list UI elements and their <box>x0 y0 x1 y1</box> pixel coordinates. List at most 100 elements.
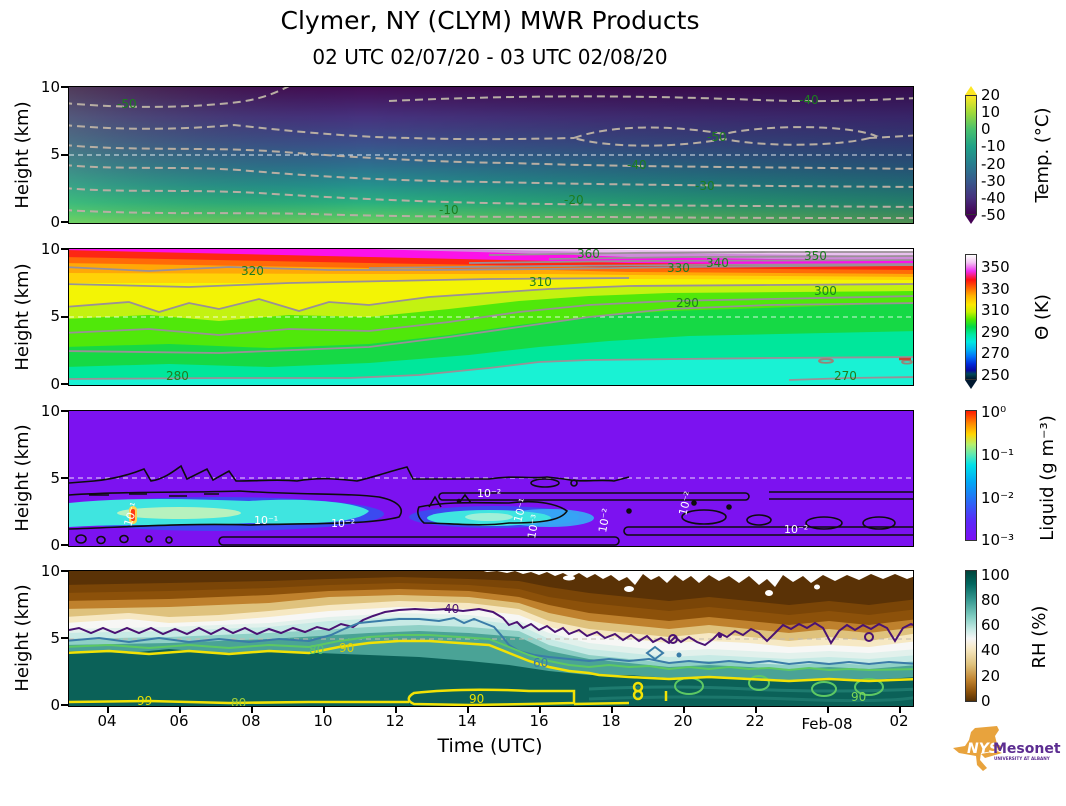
contour-label: 290 <box>676 296 699 310</box>
liquid-contour-labels: 10⁻¹ 10⁻¹ 10⁻² 10⁻² 10⁻¹ 10⁻³ 10⁻² 10⁻² … <box>121 487 808 540</box>
y-tick-mark <box>61 410 68 412</box>
colorbar-extend-up <box>965 245 977 254</box>
contour-label: 40 <box>444 602 459 616</box>
contour-label: 270 <box>834 369 857 383</box>
cbar-tick: 10⁻² <box>981 489 1015 507</box>
x-tick: 14 <box>457 712 477 730</box>
rh-contour-lines <box>69 607 913 706</box>
x-tick-mark <box>755 707 757 713</box>
y-tick: 0 <box>50 213 60 231</box>
y-tick-mark <box>61 704 68 706</box>
cbar-tick: 100 <box>981 566 1010 584</box>
cbar-tick: 20 <box>981 667 1001 685</box>
y-tick-mark <box>61 570 68 572</box>
subtitle-date-range: 02 UTC 02/07/20 - 03 UTC 02/08/20 <box>312 45 668 69</box>
cbar-tick: 0 <box>981 692 991 710</box>
contour-label: 10⁻² <box>596 507 613 533</box>
contour-label: 10⁻¹ <box>254 514 278 527</box>
temp-contour-lines <box>69 87 913 219</box>
x-axis-label: Time (UTC) <box>437 735 543 757</box>
page-title: Clymer, NY (CLYM) MWR Products <box>280 6 700 35</box>
x-tick-date: Feb-08 <box>801 715 853 733</box>
y-tick-mark <box>61 544 68 546</box>
colorbar-extend-down <box>965 380 977 389</box>
contour-label: 360 <box>577 249 600 261</box>
contour-label: 80 <box>309 643 324 657</box>
contour-label: 10⁻² <box>784 523 808 536</box>
panel-rh: 40 60 80 90 99 80 90 90 <box>68 570 914 707</box>
contour-label: 60 <box>533 656 548 670</box>
colorbar-extend-down <box>965 215 977 224</box>
y-tick: 5 <box>50 469 60 487</box>
temp-contour-labels: -50 -40 -50 -40 -30 -20 -10 <box>117 93 819 217</box>
colorbar-label-theta: Θ (K) <box>1032 294 1053 340</box>
theta-heatmap: 360 330 340 350 320 310 300 290 280 270 <box>69 249 913 385</box>
y-tick: 10 <box>40 240 60 258</box>
theta-contour-labels: 360 330 340 350 320 310 300 290 280 270 <box>166 249 857 383</box>
x-tick-mark <box>179 707 181 713</box>
y-tick-mark <box>61 221 68 223</box>
x-tick: 18 <box>601 712 621 730</box>
nys-mesonet-logo: NYS Mesonet UNIVERSITY AT ALBANY <box>945 720 1065 782</box>
panel-theta: 360 330 340 350 320 310 300 290 280 270 <box>68 248 914 386</box>
cbar-tick: -50 <box>981 206 1006 224</box>
cbar-tick: 330 <box>981 280 1010 298</box>
y-tick: 10 <box>40 402 60 420</box>
cbar-tick: 10⁻³ <box>981 531 1015 549</box>
y-tick: 0 <box>50 536 60 554</box>
contour-label: -40 <box>627 158 647 172</box>
logo-nys-text: NYS <box>967 741 999 757</box>
y-tick: 10 <box>40 562 60 580</box>
cbar-tick: 10⁻¹ <box>981 446 1015 464</box>
colorbar-label-rh: RH (%) <box>1029 605 1050 669</box>
x-tick: 06 <box>169 712 189 730</box>
colorbar-gradient <box>965 570 977 702</box>
cbar-tick: 10⁰ <box>981 403 1007 421</box>
contour-label: 90 <box>339 641 354 655</box>
contour-label: 280 <box>166 369 189 383</box>
contour-label: 10⁻¹ <box>511 497 530 524</box>
x-tick: 08 <box>241 712 261 730</box>
contour-label: 10⁻² <box>676 490 695 517</box>
rh-contour-labels: 40 60 80 90 99 80 90 90 <box>137 602 866 706</box>
contour-label: 350 <box>804 249 827 263</box>
colorbar-gradient <box>965 410 977 541</box>
cbar-tick: 0 <box>981 120 991 138</box>
x-tick-mark <box>899 707 901 713</box>
contour-label: -50 <box>707 130 727 144</box>
y-tick-mark <box>61 86 68 88</box>
cbar-tick: -20 <box>981 155 1006 173</box>
contour-label: 310 <box>529 275 552 289</box>
contour-label: 99 <box>137 694 152 706</box>
colorbar-liquid <box>965 410 977 545</box>
liquid-contour-lines <box>69 464 913 546</box>
liquid-heatmap: 10⁻¹ 10⁻¹ 10⁻² 10⁻² 10⁻¹ 10⁻³ 10⁻² 10⁻² … <box>69 411 913 546</box>
x-tick-mark <box>539 707 541 713</box>
contour-label: 300 <box>814 284 837 298</box>
cbar-tick: 350 <box>981 258 1010 276</box>
colorbar-temperature <box>965 86 977 224</box>
contour-label: -30 <box>695 179 715 193</box>
cbar-tick: 310 <box>981 301 1010 319</box>
x-tick-mark <box>251 707 253 713</box>
x-tick: 22 <box>745 712 765 730</box>
x-tick: 12 <box>385 712 405 730</box>
x-tick: 04 <box>97 712 117 730</box>
cbar-tick: 20 <box>981 86 1001 104</box>
cbar-tick: 80 <box>981 591 1001 609</box>
rh-missing-data-region <box>483 571 913 596</box>
long-island-icon <box>981 751 1002 758</box>
colorbar-label-temp: Temp. (°C) <box>1032 107 1053 203</box>
y-tick-mark <box>61 248 68 250</box>
contour-label: 320 <box>241 264 264 278</box>
y-tick-mark <box>61 316 68 318</box>
contour-label: 340 <box>706 256 729 270</box>
colorbar-extend-up <box>965 86 977 95</box>
cbar-tick: 60 <box>981 616 1001 634</box>
cbar-tick: -40 <box>981 189 1006 207</box>
contour-label: 10⁻² <box>477 487 501 500</box>
contour-label: 80 <box>231 696 246 706</box>
contour-label: 330 <box>667 261 690 275</box>
contour-label: -50 <box>117 97 137 111</box>
